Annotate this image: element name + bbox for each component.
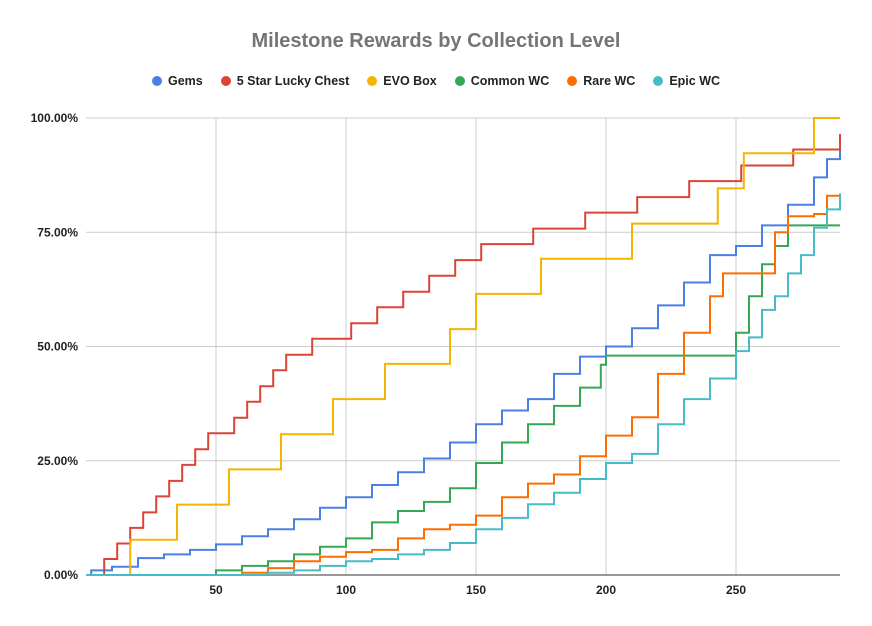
chart-title: Milestone Rewards by Collection Level xyxy=(251,30,621,52)
series-line-gems xyxy=(86,140,841,576)
legend-label: Epic WC xyxy=(669,74,721,88)
y-tick-label: 25.00% xyxy=(37,454,78,468)
series-line-evo-box xyxy=(86,117,840,576)
legend-swatch xyxy=(653,76,664,86)
series-line-rare-wc xyxy=(86,194,840,576)
series-line-epic-wc xyxy=(86,193,841,576)
x-tick-label: 200 xyxy=(596,583,616,597)
x-tick-label: 150 xyxy=(466,583,486,597)
legend-label: EVO Box xyxy=(383,74,437,88)
legend-label: Common WC xyxy=(470,74,550,88)
legend-label: Rare WC xyxy=(583,74,636,88)
series-lines xyxy=(86,117,841,576)
legend-item-gems: Gems xyxy=(151,74,203,88)
legend-swatch xyxy=(367,76,378,86)
legend-item-rare-wc: Rare WC xyxy=(567,74,635,88)
legend-swatch xyxy=(567,76,578,86)
legend-item-5-star-lucky-chest: 5 Star Lucky Chest xyxy=(220,74,350,88)
x-tick-label: 50 xyxy=(209,583,223,597)
x-tick-label: 100 xyxy=(336,583,356,597)
legend-item-epic-wc: Epic WC xyxy=(653,74,720,88)
legend-swatch xyxy=(220,76,231,86)
y-tick-label: 50.00% xyxy=(37,340,78,354)
legend-label: Gems xyxy=(167,74,203,88)
tick-labels: 0.00% 25.00% 50.00% 75.00% 100.00% 50 100 150 20… xyxy=(31,111,747,597)
series-line-common-wc xyxy=(86,224,840,576)
legend-swatch xyxy=(454,76,465,86)
y-tick-label: 75.00% xyxy=(37,225,78,239)
legend-swatch xyxy=(151,76,162,86)
grid-lines xyxy=(86,117,840,575)
legend-label: 5 Star Lucky Chest xyxy=(236,74,350,88)
y-tick-label: 0.00% xyxy=(44,568,78,582)
series-line-5-star-lucky-chest xyxy=(86,134,841,576)
y-tick-label: 100.00% xyxy=(31,111,79,125)
x-tick-label: 250 xyxy=(726,583,746,597)
legend: Gems 5 Star Lucky Chest EVO Box Common WC Ra… xyxy=(0,74,872,88)
legend-item-evo-box: EVO Box xyxy=(367,74,437,88)
legend-item-common-wc: Common WC xyxy=(454,74,550,88)
